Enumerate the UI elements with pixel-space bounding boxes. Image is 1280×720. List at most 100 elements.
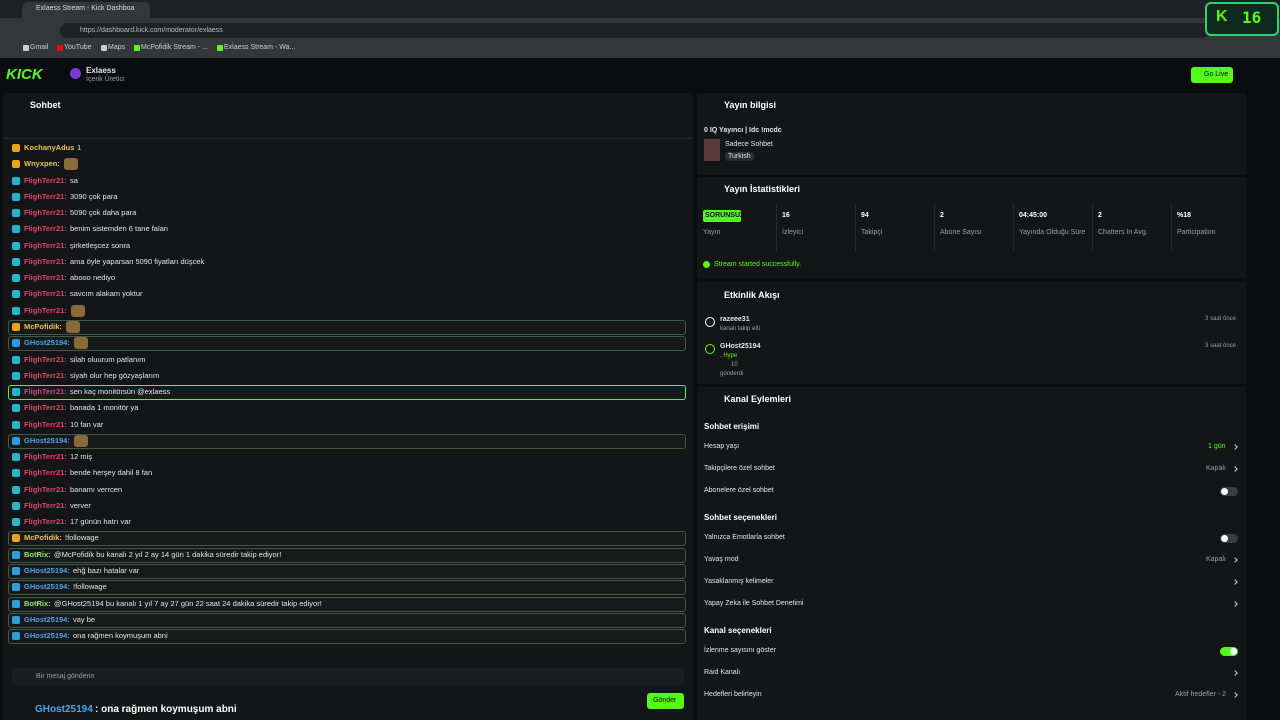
chat-user[interactable]: McPofidik: bbox=[24, 321, 62, 331]
event-detail: , Hype bbox=[720, 353, 738, 359]
user-badge bbox=[12, 339, 20, 348]
chat-text: !followage bbox=[73, 582, 107, 592]
chat-user[interactable]: BotRix: bbox=[24, 549, 51, 559]
stream-info-title: Yayın bilgisi bbox=[724, 100, 777, 110]
setting-label[interactable]: Yasaklanmış kelimeler bbox=[704, 578, 774, 585]
toggle[interactable] bbox=[1220, 647, 1238, 656]
stat-label: Yayın bbox=[703, 229, 721, 236]
status-chip bbox=[703, 210, 741, 222]
stat-value: 16 bbox=[782, 212, 790, 219]
stat-value: 94 bbox=[861, 212, 869, 219]
setting-value: 1 gün bbox=[1208, 443, 1226, 450]
chat-user[interactable]: McPofidik: bbox=[24, 533, 62, 543]
setting-label[interactable]: Takipçilere özel sohbet bbox=[704, 465, 775, 472]
chat-user[interactable]: BotRix: bbox=[24, 598, 51, 608]
chat-text: benim sistemden 6 tane falan bbox=[70, 224, 168, 234]
section-title: Sohbet seçenekleri bbox=[704, 513, 777, 522]
user-badge bbox=[12, 518, 20, 527]
user-badge bbox=[12, 322, 20, 331]
bookmark[interactable]: McPofidik Stream - ... bbox=[141, 44, 208, 51]
go-live-button[interactable] bbox=[1191, 67, 1233, 83]
event-time: 3 saat önce bbox=[1205, 316, 1237, 322]
stat-value: 2 bbox=[1098, 212, 1102, 219]
chat-user[interactable]: FlighTerr21: bbox=[24, 240, 67, 250]
chat-user[interactable]: FlighTerr21: bbox=[24, 484, 67, 494]
tab[interactable] bbox=[22, 2, 150, 18]
toggle[interactable] bbox=[1220, 534, 1238, 543]
setting-label[interactable]: Hedefleri belirleyin bbox=[704, 691, 762, 698]
chat-user[interactable]: FlighTerr21: bbox=[24, 305, 67, 315]
overlay-widget bbox=[1205, 2, 1279, 36]
chat-user[interactable]: GHost25194: bbox=[24, 614, 70, 624]
stat-label: Participation bbox=[1177, 229, 1216, 236]
user-badge bbox=[12, 257, 20, 266]
bookmark-icon bbox=[101, 45, 107, 51]
user-badge bbox=[12, 453, 20, 462]
chat-user[interactable]: FlighTerr21: bbox=[24, 289, 67, 299]
event-detail: kanalı takip etti bbox=[720, 326, 761, 332]
chat-user[interactable]: FlighTerr21: bbox=[24, 468, 67, 478]
chat-user[interactable]: FlighTerr21: bbox=[24, 387, 67, 397]
stat-label: Abone Sayısı bbox=[940, 229, 982, 236]
chat-user[interactable]: FlighTerr21: bbox=[24, 256, 67, 266]
chat-user[interactable]: FlighTerr21: bbox=[24, 419, 67, 429]
chat-user[interactable]: GHost25194: bbox=[24, 435, 70, 445]
setting-label[interactable]: Yavaş mod bbox=[704, 556, 739, 563]
chat-input[interactable] bbox=[12, 668, 684, 686]
user-badge bbox=[12, 225, 20, 234]
setting-label[interactable]: Abonelere özel sohbet bbox=[704, 487, 774, 494]
setting-label[interactable]: Yapay Zeka ile Sohbet Denetimi bbox=[704, 600, 804, 607]
chat-user[interactable]: FlighTerr21: bbox=[24, 517, 67, 527]
chat-user[interactable]: FlighTerr21: bbox=[24, 452, 67, 462]
user-badge bbox=[12, 209, 20, 218]
message-frame bbox=[8, 336, 686, 352]
go-live-label[interactable]: Go Live bbox=[1204, 71, 1229, 78]
chat-user[interactable]: KochanyAdus bbox=[24, 143, 75, 152]
chat-user[interactable]: GHost25194: bbox=[24, 582, 70, 592]
channel-name[interactable]: Exlaess bbox=[86, 66, 116, 75]
chat-user[interactable]: FlighTerr21: bbox=[24, 354, 67, 364]
user-badge bbox=[12, 160, 20, 169]
chat-user[interactable]: FlighTerr21: bbox=[24, 403, 67, 413]
chat-user[interactable]: FlighTerr21: bbox=[24, 370, 67, 380]
event-user[interactable]: GHost25194 bbox=[720, 343, 761, 350]
send-button[interactable] bbox=[647, 693, 684, 709]
chat-user[interactable]: FlighTerr21: bbox=[24, 208, 67, 218]
url: https://dashboard.kick.com/moderator/exl… bbox=[80, 27, 223, 34]
setting-value: Kapalı bbox=[1206, 465, 1226, 472]
bookmark[interactable]: Gmail bbox=[30, 44, 49, 51]
send-label[interactable]: Gönder bbox=[653, 697, 677, 704]
event-user[interactable]: razeee31 bbox=[720, 316, 750, 323]
toggle[interactable] bbox=[1220, 487, 1238, 496]
avatar bbox=[70, 68, 81, 79]
stats-divider bbox=[776, 203, 777, 251]
bookmark[interactable]: Maps bbox=[108, 44, 126, 51]
user-badge bbox=[12, 436, 20, 445]
chat-text: 12 miş bbox=[70, 452, 93, 462]
chat-text: banamı verrcen bbox=[70, 484, 123, 494]
chat-user[interactable]: FlighTerr21: bbox=[24, 175, 67, 185]
stats-title: Yayın İstatistikleri bbox=[724, 184, 801, 194]
bookmark[interactable]: Exlaess Stream - Wa... bbox=[224, 44, 296, 51]
chat-user[interactable]: GHost25194: bbox=[24, 566, 70, 576]
setting-label[interactable]: Raid Kanalı bbox=[704, 669, 741, 676]
stat-label: Yayında Olduğu Süre bbox=[1019, 229, 1086, 236]
bookmark[interactable]: YouTube bbox=[64, 44, 92, 51]
chat-user[interactable]: FlighTerr21: bbox=[24, 273, 67, 283]
chat-user[interactable]: Wnyxpen: bbox=[24, 159, 60, 169]
section-title: Kanal seçenekleri bbox=[704, 626, 772, 635]
chat-user[interactable]: GHost25194: bbox=[24, 338, 70, 348]
channel-role: İçerik Üretici bbox=[86, 76, 125, 83]
setting-label[interactable]: İzlenme sayısını göster bbox=[704, 647, 776, 654]
chat-user[interactable]: FlighTerr21: bbox=[24, 500, 67, 510]
chat-user[interactable]: FlighTerr21: bbox=[24, 224, 67, 234]
stat-label: Takipçi bbox=[861, 229, 883, 236]
address-bar[interactable] bbox=[60, 23, 1210, 38]
chat-user[interactable]: GHost25194: bbox=[24, 631, 70, 641]
setting-label[interactable]: Yalnızca Emotlarla sohbet bbox=[704, 534, 785, 541]
chat-text: 17 günün hatrı var bbox=[70, 517, 131, 527]
event-detail: gönderdi bbox=[720, 371, 744, 377]
setting-label[interactable]: Hesap yaşı bbox=[704, 443, 740, 450]
logo[interactable]: KICK bbox=[6, 66, 43, 83]
chat-user[interactable]: FlighTerr21: bbox=[24, 191, 67, 201]
